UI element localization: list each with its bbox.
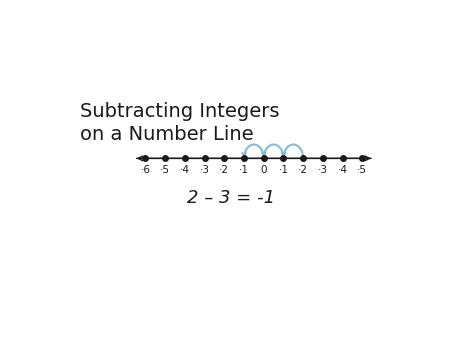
Text: ·4: ·4 <box>180 165 190 174</box>
Text: ·3: ·3 <box>199 165 210 174</box>
Text: ·3: ·3 <box>318 165 328 174</box>
Text: ·5: ·5 <box>357 165 367 174</box>
Text: 0: 0 <box>261 165 267 174</box>
Text: ·5: ·5 <box>160 165 170 174</box>
Text: ·1: ·1 <box>239 165 249 174</box>
Text: on a Number Line: on a Number Line <box>80 125 253 144</box>
Text: ·6: ·6 <box>140 165 150 174</box>
Text: ·2: ·2 <box>219 165 230 174</box>
Text: 2 – 3 = -1: 2 – 3 = -1 <box>187 189 274 207</box>
Text: ·2: ·2 <box>298 165 308 174</box>
Text: ·4: ·4 <box>338 165 348 174</box>
Text: ·1: ·1 <box>279 165 288 174</box>
Text: Subtracting Integers: Subtracting Integers <box>80 102 279 121</box>
